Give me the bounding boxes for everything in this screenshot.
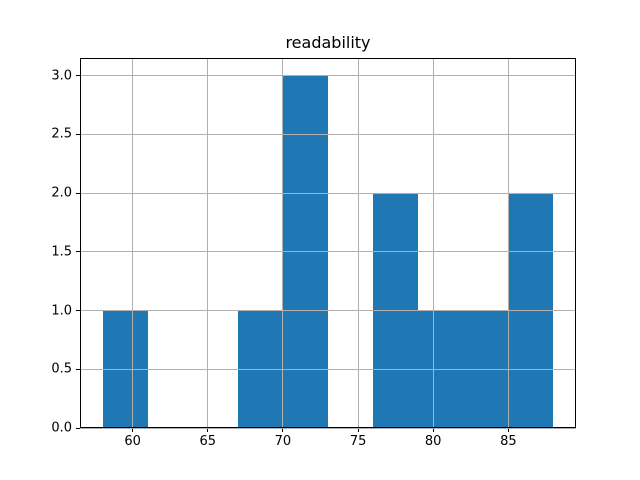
x-tick-label: 80 bbox=[424, 434, 442, 449]
gridline-vertical bbox=[132, 58, 134, 428]
gridline-horizontal bbox=[80, 251, 576, 253]
y-tick-mark bbox=[76, 251, 80, 253]
gridline-vertical bbox=[432, 58, 434, 428]
y-tick-mark bbox=[76, 427, 80, 429]
x-tick-label: 85 bbox=[500, 434, 517, 449]
x-tick-label: 60 bbox=[124, 434, 141, 449]
x-tick-label: 65 bbox=[199, 434, 217, 449]
x-tick-mark bbox=[507, 428, 509, 432]
gridline-horizontal bbox=[80, 368, 576, 370]
grid-layer bbox=[80, 58, 576, 429]
gridline-horizontal bbox=[80, 75, 576, 77]
y-tick-mark bbox=[76, 75, 80, 77]
y-tick-mark bbox=[76, 310, 80, 311]
x-tick-mark bbox=[432, 428, 434, 432]
y-tick-label: 3.0 bbox=[51, 68, 72, 84]
x-tick-label: 70 bbox=[274, 434, 292, 449]
x-tick-mark bbox=[357, 428, 359, 432]
y-tick-label: 0.0 bbox=[51, 420, 72, 436]
gridline-vertical bbox=[357, 58, 359, 428]
y-tick-label: 2.5 bbox=[51, 126, 72, 142]
gridline-horizontal bbox=[80, 133, 576, 135]
gridline-horizontal bbox=[80, 310, 576, 311]
gridline-vertical bbox=[207, 58, 209, 428]
y-tick-mark bbox=[76, 133, 80, 135]
gridline-vertical bbox=[507, 58, 509, 428]
x-tick-mark bbox=[207, 428, 209, 432]
gridline-vertical bbox=[282, 58, 284, 428]
x-tick-mark bbox=[132, 428, 134, 432]
y-tick-mark bbox=[76, 368, 80, 370]
gridline-horizontal bbox=[80, 427, 576, 429]
axes-frame bbox=[80, 58, 576, 428]
chart-title: readability bbox=[285, 33, 371, 52]
y-tick-label: 1.5 bbox=[51, 244, 72, 260]
y-tick-label: 0.5 bbox=[51, 361, 72, 377]
y-tick-label: 2.0 bbox=[51, 185, 72, 201]
y-tick-label: 1.0 bbox=[51, 303, 72, 318]
x-tick-label: 75 bbox=[349, 434, 367, 449]
y-tick-mark bbox=[76, 192, 80, 194]
plot-area bbox=[80, 58, 576, 429]
gridline-horizontal bbox=[80, 192, 576, 194]
x-tick-mark bbox=[282, 428, 284, 432]
